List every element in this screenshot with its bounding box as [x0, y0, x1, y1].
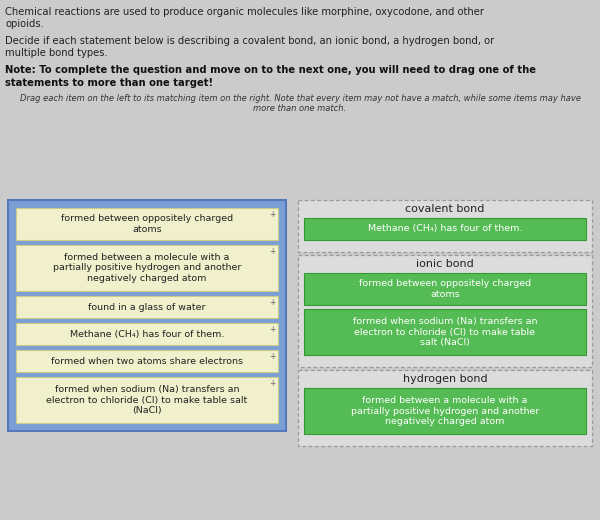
Text: multiple bond types.: multiple bond types.	[5, 48, 108, 58]
Text: formed when sodium (Na) transfers an
electron to chloride (Cl) to make table
sal: formed when sodium (Na) transfers an ele…	[353, 317, 537, 347]
Text: Chemical reactions are used to produce organic molecules like morphine, oxycodon: Chemical reactions are used to produce o…	[5, 7, 484, 17]
Text: formed between oppositely charged
atoms: formed between oppositely charged atoms	[61, 214, 233, 233]
Text: statements to more than one target!: statements to more than one target!	[5, 78, 213, 88]
Text: Methane (CH₄) has four of them.: Methane (CH₄) has four of them.	[70, 330, 224, 339]
Text: +: +	[269, 210, 276, 219]
Text: formed between oppositely charged
atoms: formed between oppositely charged atoms	[359, 279, 531, 298]
Text: +: +	[269, 298, 276, 307]
FancyBboxPatch shape	[0, 0, 600, 198]
Bar	[298, 370, 592, 446]
Text: formed when two atoms share electrons: formed when two atoms share electrons	[51, 357, 243, 366]
Text: +: +	[269, 352, 276, 361]
Text: +: +	[269, 247, 276, 256]
Text: found in a glass of water: found in a glass of water	[88, 303, 206, 311]
FancyBboxPatch shape	[8, 200, 286, 431]
Text: Note: To complete the question and move on to the next one, you will need to dra: Note: To complete the question and move …	[5, 65, 536, 75]
FancyBboxPatch shape	[304, 218, 586, 240]
Text: more than one match.: more than one match.	[253, 104, 347, 113]
Bar	[298, 255, 592, 367]
Text: formed when sodium (Na) transfers an
electron to chloride (Cl) to make table sal: formed when sodium (Na) transfers an ele…	[46, 385, 248, 415]
FancyBboxPatch shape	[16, 208, 278, 240]
FancyBboxPatch shape	[304, 388, 586, 434]
FancyBboxPatch shape	[16, 245, 278, 291]
Text: opioids.: opioids.	[5, 19, 44, 29]
FancyBboxPatch shape	[304, 273, 586, 305]
Text: formed between a molecule with a
partially positive hydrogen and another
negativ: formed between a molecule with a partial…	[53, 253, 241, 283]
Text: hydrogen bond: hydrogen bond	[403, 374, 487, 384]
Text: covalent bond: covalent bond	[406, 204, 485, 214]
FancyBboxPatch shape	[16, 296, 278, 318]
Text: Drag each item on the left to its matching item on the right. Note that every it: Drag each item on the left to its matchi…	[19, 94, 581, 103]
Bar	[298, 200, 592, 252]
Text: ionic bond: ionic bond	[416, 259, 474, 269]
Text: formed between a molecule with a
partially positive hydrogen and another
negativ: formed between a molecule with a partial…	[351, 396, 539, 426]
FancyBboxPatch shape	[16, 350, 278, 372]
FancyBboxPatch shape	[16, 323, 278, 345]
Text: Decide if each statement below is describing a covalent bond, an ionic bond, a h: Decide if each statement below is descri…	[5, 36, 494, 46]
Text: Methane (CH₄) has four of them.: Methane (CH₄) has four of them.	[368, 225, 522, 233]
Text: +: +	[269, 379, 276, 388]
Text: +: +	[269, 325, 276, 334]
FancyBboxPatch shape	[304, 309, 586, 355]
FancyBboxPatch shape	[16, 377, 278, 423]
